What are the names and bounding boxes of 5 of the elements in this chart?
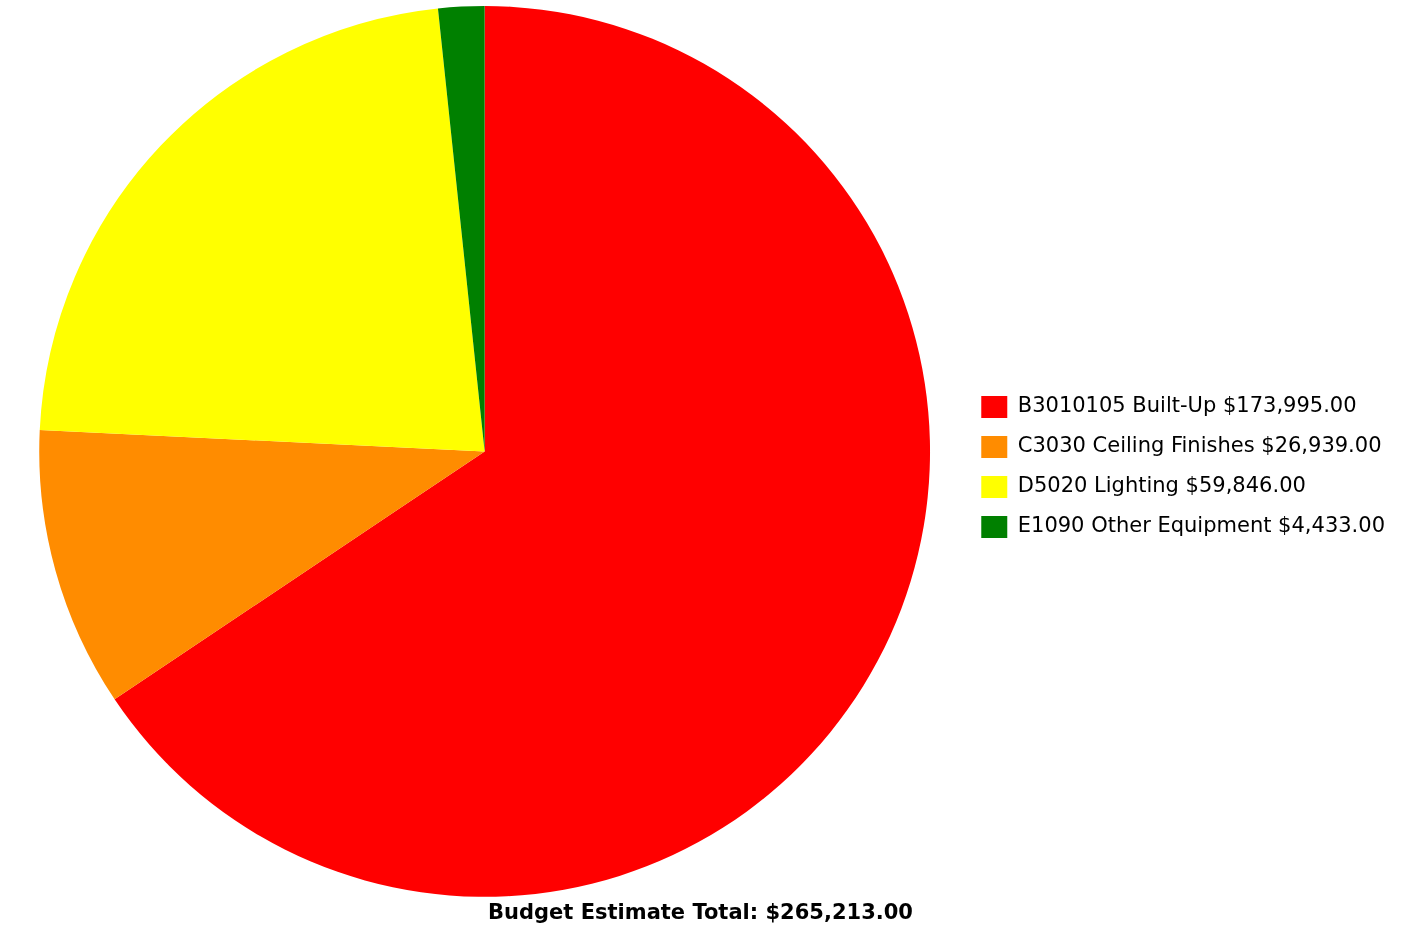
legend-label: E1090 Other Equipment $4,433.00 (1017, 513, 1385, 538)
text: Budget Estimate Total: $265,213.00 (488, 899, 913, 924)
legend-label: B3010105 Built-Up $173,995.00 (1017, 393, 1357, 418)
legend-label: D5020 Lighting $59,846.00 (1017, 473, 1306, 498)
legend-label: C3030 Ceiling Finishes $26,939.00 (1017, 433, 1382, 458)
